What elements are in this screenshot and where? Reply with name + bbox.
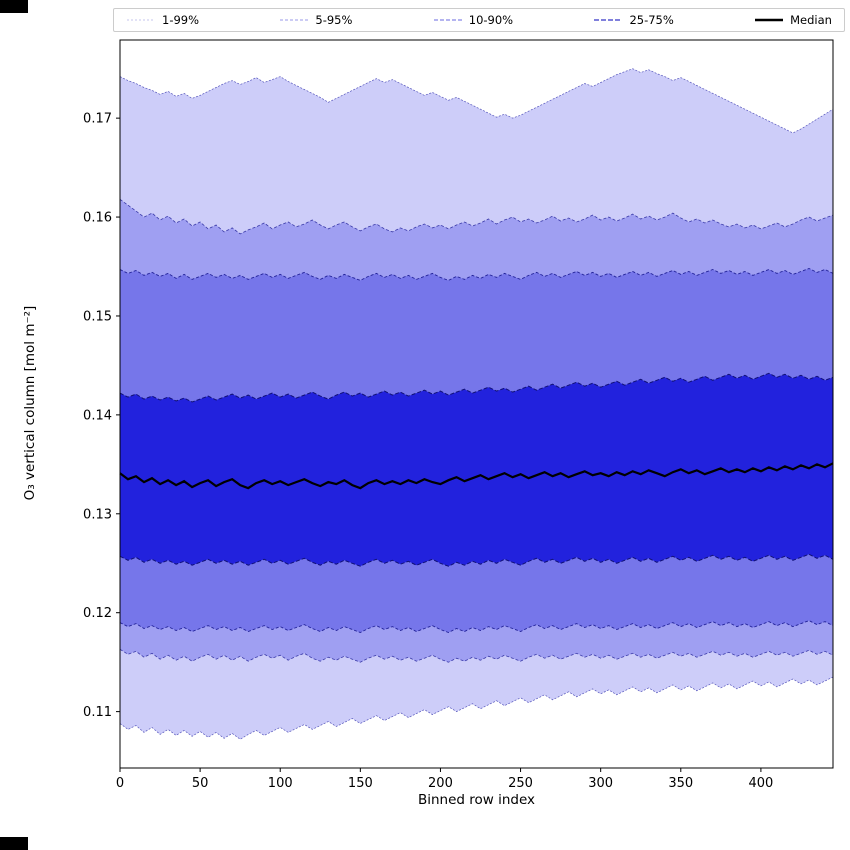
legend-item-1-99-: 1-99%	[126, 13, 199, 27]
screen-artifact-bottom-left	[0, 837, 28, 850]
legend-line-icon	[433, 19, 462, 21]
x-tick-label: 50	[192, 776, 209, 791]
legend-item-10-90-: 10-90%	[433, 13, 513, 27]
legend-label: 25-75%	[629, 13, 674, 27]
edge-line-p10	[119, 620, 834, 633]
legend-label: 10-90%	[468, 13, 514, 27]
y-axis-label: O₃ vertical column [mol m⁻²]	[22, 305, 38, 501]
x-tick-label: 200	[428, 776, 453, 791]
x-axis-label: Binned row index	[417, 792, 536, 808]
edge-line-p95	[119, 198, 834, 235]
y-tick-label: 0.17	[83, 112, 112, 127]
legend-label: 5-95%	[315, 13, 353, 27]
edge-line-median	[119, 462, 834, 490]
edge-line-p99	[119, 68, 834, 134]
y-tick-label: 0.14	[83, 408, 112, 423]
y-tick-label: 0.12	[83, 606, 112, 621]
legend-line-icon	[127, 19, 155, 21]
x-tick-label: 150	[348, 776, 373, 791]
edge-line-p90	[119, 268, 834, 281]
legend-item-median: Median	[754, 13, 832, 27]
edge-line-p5	[119, 648, 834, 663]
legend-item-5-95-: 5-95%	[279, 13, 352, 27]
y-tick-label: 0.16	[83, 211, 112, 226]
plot-border	[119, 39, 834, 769]
legend: 1-99% 5-95% 10-90% 25-75% Median	[113, 8, 845, 32]
legend-line-icon	[594, 19, 623, 21]
legend-item-25-75-: 25-75%	[593, 13, 674, 27]
screen-artifact-top-left	[0, 0, 28, 13]
band-25-75	[120, 373, 833, 567]
edge-line-p1	[119, 676, 834, 740]
x-tick-label: 400	[748, 776, 773, 791]
x-tick-label: 250	[508, 776, 533, 791]
legend-label: 1-99%	[162, 13, 200, 27]
x-tick-label: 100	[268, 776, 293, 791]
legend-label: Median	[790, 13, 832, 27]
edge-line-p25	[119, 553, 834, 567]
x-tick-label: 0	[116, 776, 124, 791]
y-tick-label: 0.13	[83, 507, 112, 522]
y-tick-label: 0.11	[83, 705, 112, 720]
x-tick-label: 350	[668, 776, 693, 791]
x-tick-label: 300	[588, 776, 613, 791]
y-tick-label: 0.15	[83, 309, 112, 324]
edge-line-p75	[119, 372, 834, 403]
legend-line-icon	[755, 18, 784, 22]
